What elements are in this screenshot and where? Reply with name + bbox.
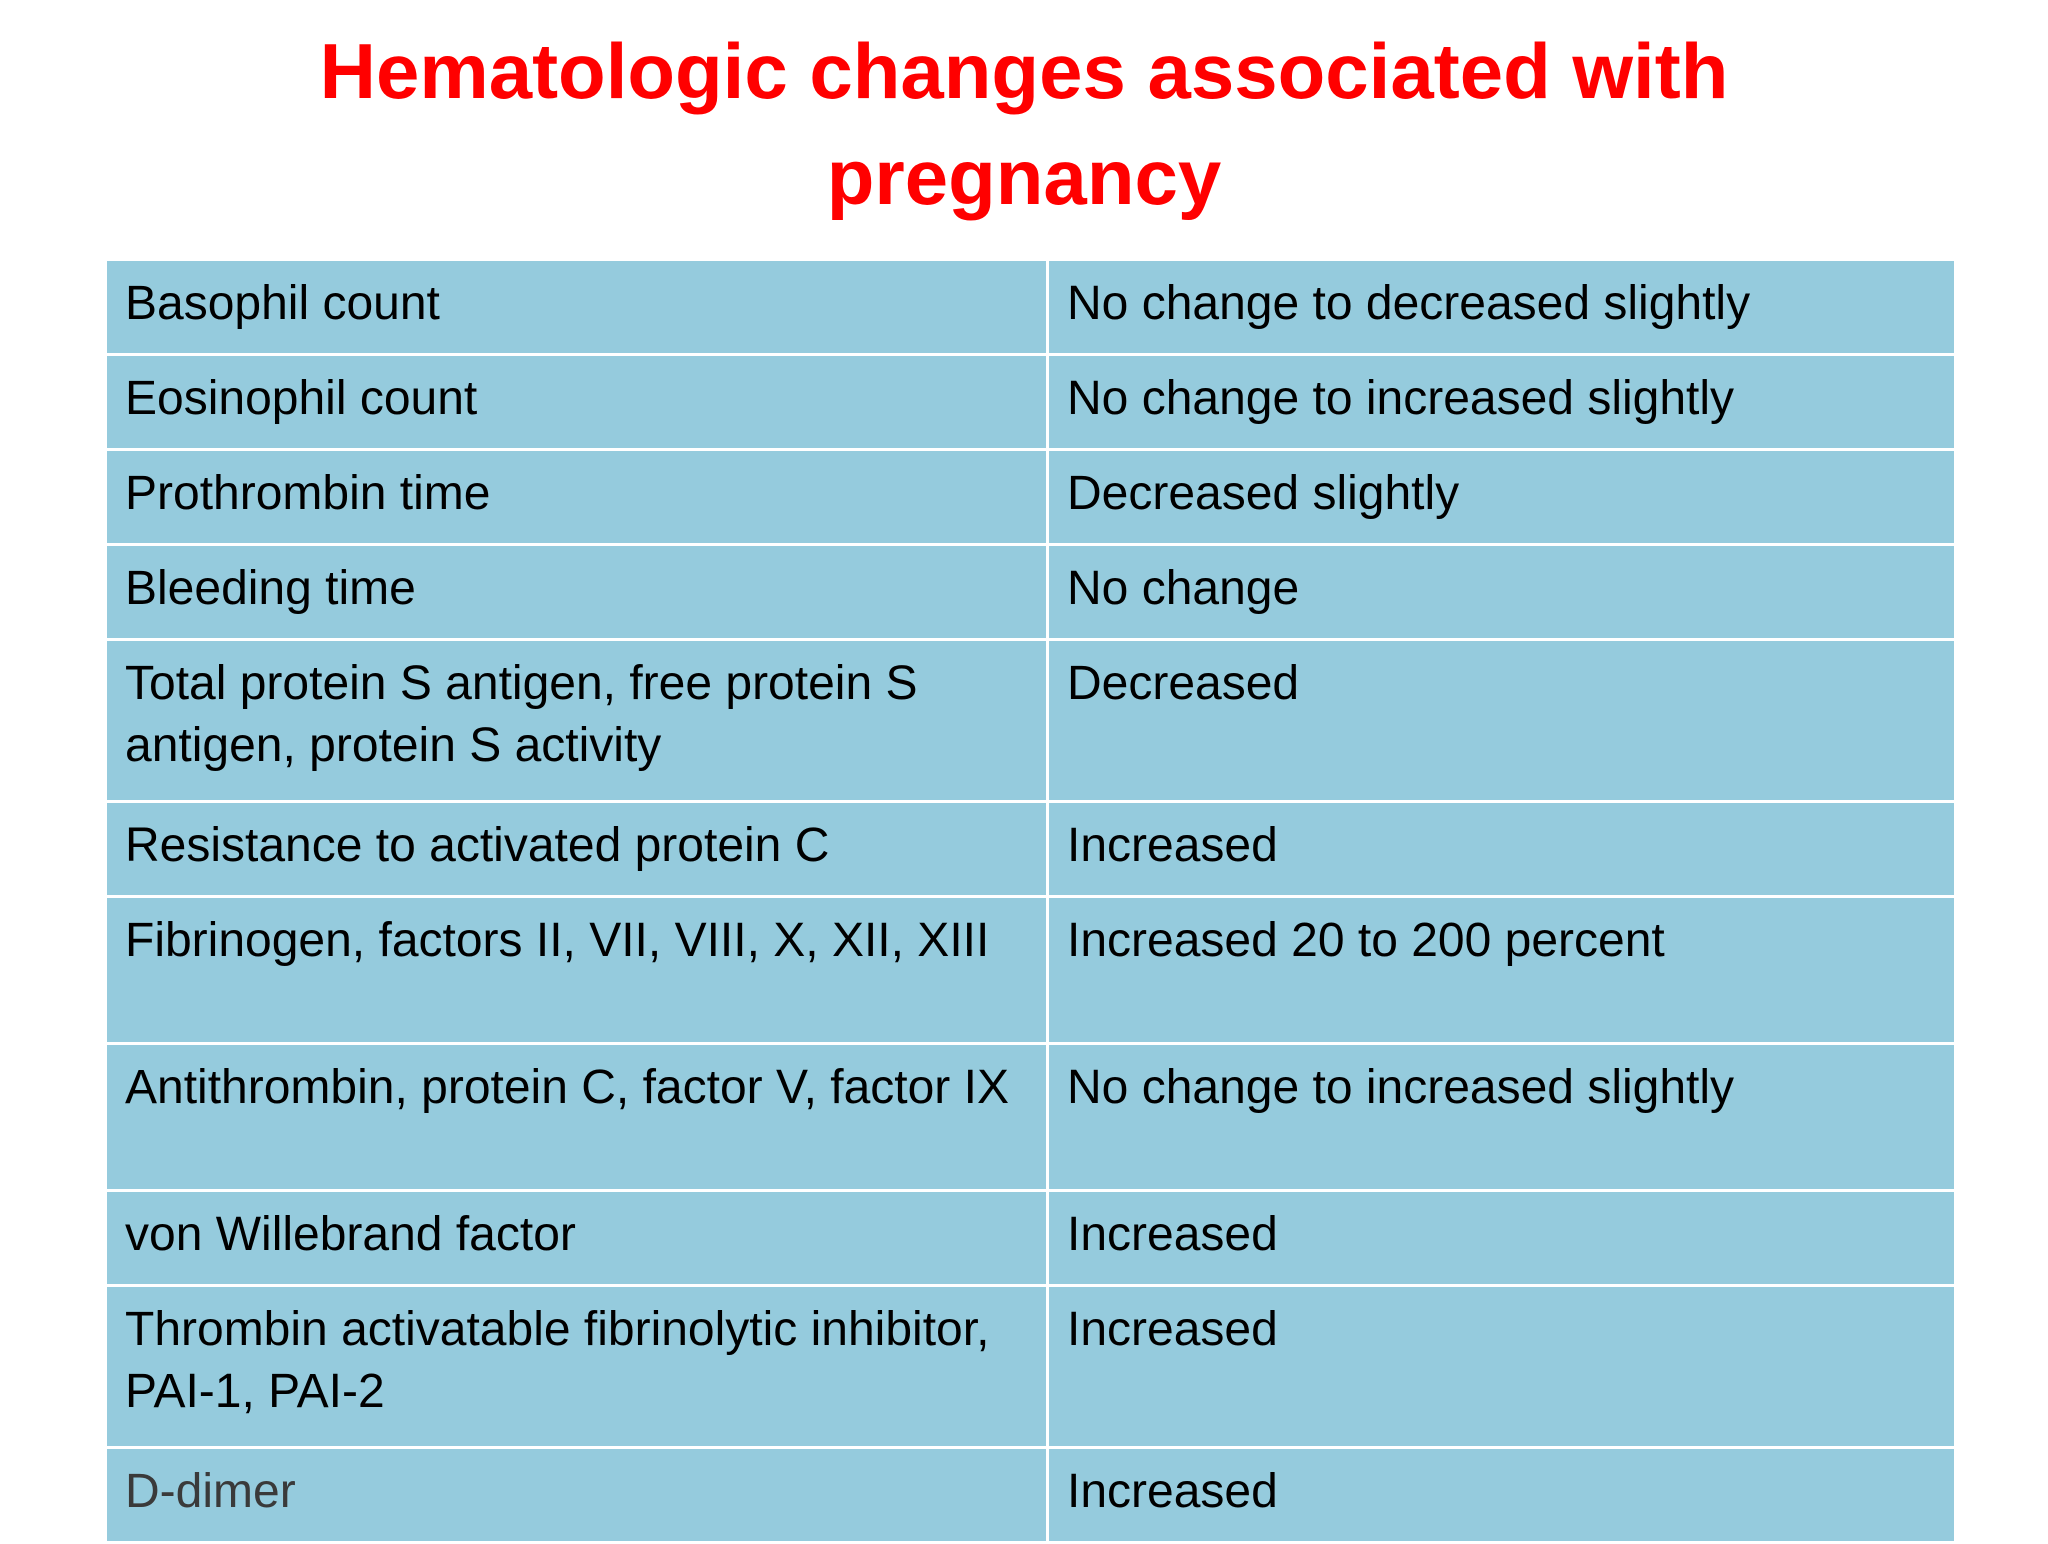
- change-cell: Decreased: [1046, 638, 1957, 803]
- parameter-cell: Thrombin activatable fibrinolytic inhibi…: [104, 1284, 1049, 1449]
- table-row: D-dimer Increased: [104, 1446, 1957, 1544]
- parameter-cell: D-dimer: [104, 1446, 1049, 1544]
- parameter-cell: von Willebrand factor: [104, 1189, 1049, 1287]
- change-cell: No change to increased slightly: [1046, 1042, 1957, 1192]
- slide-title: Hematologic changes associated with preg…: [0, 18, 2048, 230]
- change-cell: No change to increased slightly: [1046, 353, 1957, 451]
- parameter-cell: Basophil count: [104, 258, 1049, 356]
- parameter-cell: Eosinophil count: [104, 353, 1049, 451]
- change-cell: Increased: [1046, 1284, 1957, 1449]
- change-cell: Increased 20 to 200 percent: [1046, 895, 1957, 1045]
- change-cell: Increased: [1046, 1189, 1957, 1287]
- parameter-cell: Antithrombin, protein C, factor V, facto…: [104, 1042, 1049, 1192]
- table-row: Resistance to activated protein C Increa…: [104, 800, 1957, 898]
- table-row: Antithrombin, protein C, factor V, facto…: [104, 1042, 1957, 1192]
- table-row: Thrombin activatable fibrinolytic inhibi…: [104, 1284, 1957, 1449]
- table-row: Bleeding time No change: [104, 543, 1957, 641]
- parameter-cell: Prothrombin time: [104, 448, 1049, 546]
- table-row: Eosinophil count No change to increased …: [104, 353, 1957, 451]
- change-cell: No change: [1046, 543, 1957, 641]
- change-cell: No change to decreased slightly: [1046, 258, 1957, 356]
- change-cell: Decreased slightly: [1046, 448, 1957, 546]
- table-row: von Willebrand factor Increased: [104, 1189, 1957, 1287]
- slide-title-line-1: Hematologic changes associated with: [319, 27, 1729, 115]
- parameter-cell: Total protein S antigen, free protein S …: [104, 638, 1049, 803]
- parameter-cell: Fibrinogen, factors II, VII, VIII, X, XI…: [104, 895, 1049, 1045]
- change-cell: Increased: [1046, 1446, 1957, 1544]
- change-cell: Increased: [1046, 800, 1957, 898]
- table-row: Basophil count No change to decreased sl…: [104, 258, 1957, 356]
- table-row: Prothrombin time Decreased slightly: [104, 448, 1957, 546]
- parameter-cell: Resistance to activated protein C: [104, 800, 1049, 898]
- table-row: Fibrinogen, factors II, VII, VIII, X, XI…: [104, 895, 1957, 1045]
- parameter-cell: Bleeding time: [104, 543, 1049, 641]
- slide-title-line-2: pregnancy: [826, 133, 1222, 221]
- table-row: Total protein S antigen, free protein S …: [104, 638, 1957, 803]
- hematologic-changes-table: Basophil count No change to decreased sl…: [104, 258, 1957, 1544]
